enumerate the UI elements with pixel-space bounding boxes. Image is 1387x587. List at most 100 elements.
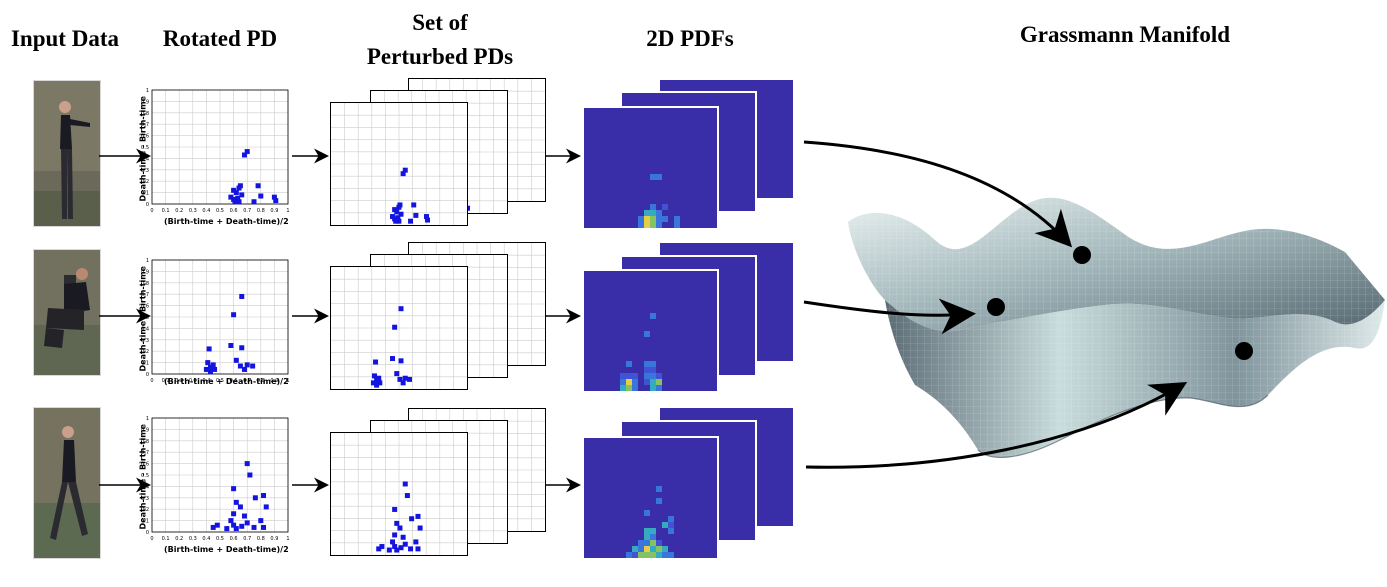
pd-point <box>214 522 220 528</box>
perturbed-pd-card-front <box>330 102 468 226</box>
rotated-pd-plot-walking: 0 0 0.1 0.1 0.2 0.2 0.3 0.3 0.4 0.4 0.5 0.5 0.6 0.6 0.… <box>130 412 300 562</box>
pdf-density-cell <box>668 552 674 558</box>
y-tick-label: 0.8 <box>141 111 149 117</box>
pd-point <box>273 198 279 204</box>
pdf-density-cell <box>626 379 632 385</box>
y-tick-label: 0.6 <box>141 462 149 468</box>
x-axis-label: (Birth-time + Death-time)/2 <box>164 217 289 226</box>
pd-point <box>233 190 239 196</box>
pd-point <box>233 357 239 363</box>
y-tick-label: 1 <box>146 416 149 422</box>
pdf-density-cell <box>644 528 650 534</box>
manifold-point-standing <box>1073 246 1091 264</box>
perturbed-point <box>379 544 385 550</box>
y-tick-label: 0.6 <box>141 134 149 140</box>
x-tick-label: 0.9 <box>270 208 278 214</box>
pd-point <box>258 518 264 524</box>
pd-point <box>252 495 258 501</box>
pd-point <box>237 363 243 369</box>
x-tick-label: 0.8 <box>257 208 265 214</box>
y-tick-label: 0.9 <box>141 99 149 105</box>
pdf-density-cell <box>650 216 656 222</box>
pdf-density-cell <box>644 222 650 228</box>
pd-point <box>210 362 216 368</box>
pdf-card-front <box>582 106 719 230</box>
photo-walking <box>33 407 101 559</box>
rotated-pd-plot-sitting: 0 0 0.1 0.1 0.2 0.2 0.3 0.3 0.4 0.4 0.5 0.5 0.6 0.6 0.… <box>130 254 300 404</box>
perturbed-point <box>394 209 400 215</box>
perturbed-point <box>392 324 398 330</box>
pdf-density-cell <box>668 516 674 522</box>
y-tick-label: 0.6 <box>141 304 149 310</box>
pdf-density-cell <box>644 331 650 337</box>
y-tick-label: 0 <box>146 530 149 536</box>
pd-point <box>251 524 257 530</box>
pdf-density-cell <box>626 373 632 379</box>
pdf-density-cell <box>662 522 668 528</box>
y-tick-label: 0.2 <box>141 349 149 355</box>
pdf-density-cell <box>644 216 650 222</box>
perturbed-point <box>398 306 404 312</box>
pdf-density-cell <box>644 379 650 385</box>
pdf-density-cell <box>656 210 662 216</box>
pd-point <box>261 524 267 530</box>
pd-point <box>241 513 247 519</box>
y-tick-label: 0.7 <box>141 450 149 456</box>
pd-point <box>231 511 237 517</box>
y-tick-label: 0.3 <box>141 496 149 502</box>
pdf-density-cell <box>656 498 662 504</box>
arrow-pdf-to-manifold-3 <box>805 381 1188 469</box>
perturbed-point <box>390 356 396 362</box>
pdf-density-cell <box>626 385 632 391</box>
pdf-density-cell <box>644 534 650 540</box>
perturbed-point <box>402 375 408 381</box>
y-tick-label: 0.8 <box>141 281 149 287</box>
x-tick-label: 0.2 <box>175 536 183 542</box>
header-perturbed-line1: Set of <box>412 10 468 35</box>
pd-point <box>237 504 243 510</box>
rotated-pd-plot-standing: 0 0 0.1 0.1 0.2 0.2 0.3 0.3 0.4 0.4 0.5 0.5 0.6 0.6 0.… <box>130 84 300 234</box>
x-tick-label: 1 <box>286 536 289 542</box>
pd-point <box>233 526 239 532</box>
pdf-density-cell <box>650 222 656 228</box>
pdf-density-cell <box>650 367 656 373</box>
pdf-density-cell <box>662 546 668 552</box>
pd-point <box>255 183 261 189</box>
perturbed-point <box>392 506 398 512</box>
pd-point <box>239 293 245 299</box>
pd-point <box>250 363 256 369</box>
pdf-density-cell <box>620 373 626 379</box>
pd-point <box>263 504 269 510</box>
pdf-density-cell <box>656 486 662 492</box>
pd-point <box>244 362 250 368</box>
perturbed-point <box>397 525 403 531</box>
x-tick-label: 1 <box>286 208 289 214</box>
pd-point <box>205 360 211 366</box>
pdf-density-cell <box>650 361 656 367</box>
perturbed-point <box>390 539 396 545</box>
perturbed-pd-stack-standing <box>330 78 550 228</box>
pd-point <box>235 195 241 201</box>
y-tick-label: 0.7 <box>141 292 149 298</box>
pd-point <box>258 193 264 199</box>
pdf-density-cell <box>638 546 644 552</box>
x-tick-label: 0.9 <box>270 378 278 384</box>
y-tick-label: 1 <box>146 88 149 94</box>
x-tick-label: 0.5 <box>216 378 224 384</box>
header-input-data: Input Data <box>10 26 119 51</box>
pdf-density-cell <box>662 552 668 558</box>
perturbed-point <box>408 546 414 552</box>
header-2d-pdfs: 2D PDFs <box>646 26 734 51</box>
pd-point <box>232 199 238 205</box>
pdf-density-cell <box>632 373 638 379</box>
perturbed-point <box>394 371 400 377</box>
pdf-card-front <box>582 436 719 560</box>
perturbed-point <box>392 532 398 538</box>
pdf-density-cell <box>632 385 638 391</box>
x-tick-label: 0.2 <box>175 378 183 384</box>
x-tick-label: 0.3 <box>189 208 197 214</box>
y-tick-label: 0.3 <box>141 168 149 174</box>
pdf-density-cell <box>662 216 668 222</box>
pdf-density-cell <box>656 222 662 228</box>
